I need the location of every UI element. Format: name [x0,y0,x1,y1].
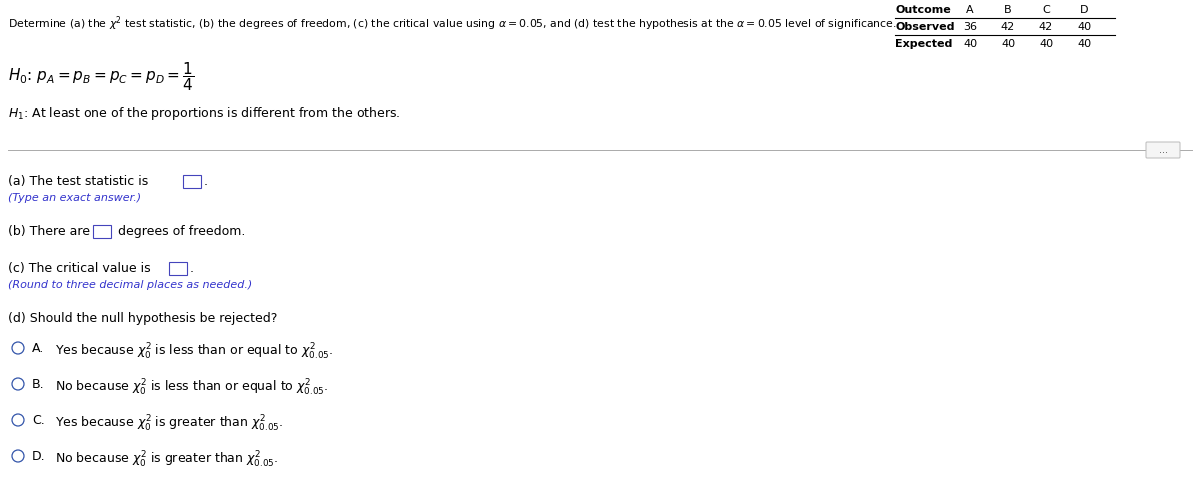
Text: Expected: Expected [895,39,953,49]
FancyBboxPatch shape [182,175,202,187]
Text: Observed: Observed [895,22,954,32]
Text: Yes because $\chi^2_0$ is greater than $\chi^2_{0.05}$.: Yes because $\chi^2_0$ is greater than $… [55,414,283,434]
Text: Determine (a) the $\chi^2$ test statistic, (b) the degrees of freedom, (c) the c: Determine (a) the $\chi^2$ test statisti… [8,14,896,33]
Text: (Type an exact answer.): (Type an exact answer.) [8,193,142,203]
Text: A: A [966,5,974,15]
FancyBboxPatch shape [1146,142,1180,158]
Text: D: D [1080,5,1088,15]
Text: .: . [204,175,208,188]
Text: C: C [1042,5,1050,15]
Text: ...: ... [1158,145,1168,155]
Text: No because $\chi^2_0$ is less than or equal to $\chi^2_{0.05}$.: No because $\chi^2_0$ is less than or eq… [55,378,329,398]
Text: 40: 40 [1001,39,1015,49]
Text: 40: 40 [1076,39,1091,49]
Text: 36: 36 [964,22,977,32]
Text: A.: A. [32,342,44,355]
Text: (Round to three decimal places as needed.): (Round to three decimal places as needed… [8,280,252,290]
Text: B: B [1004,5,1012,15]
Text: (b) There are: (b) There are [8,225,90,238]
Text: 40: 40 [962,39,977,49]
Text: (a) The test statistic is: (a) The test statistic is [8,175,149,188]
Text: No because $\chi^2_0$ is greater than $\chi^2_{0.05}$.: No because $\chi^2_0$ is greater than $\… [55,450,278,470]
Text: C.: C. [32,414,44,427]
Text: $H_0$: $p_A = p_B = p_C = p_D = \dfrac{1}{4}$: $H_0$: $p_A = p_B = p_C = p_D = \dfrac{1… [8,60,194,93]
Text: (c) The critical value is: (c) The critical value is [8,262,151,275]
Text: $H_1$: At least one of the proportions is different from the others.: $H_1$: At least one of the proportions i… [8,105,401,122]
Text: .: . [190,262,194,275]
Text: 40: 40 [1076,22,1091,32]
Text: 40: 40 [1039,39,1054,49]
Text: 42: 42 [1001,22,1015,32]
Text: Outcome: Outcome [895,5,950,15]
Text: B.: B. [32,378,44,391]
Text: degrees of freedom.: degrees of freedom. [114,225,245,238]
FancyBboxPatch shape [94,224,112,238]
Text: 42: 42 [1039,22,1054,32]
Text: Yes because $\chi^2_0$ is less than or equal to $\chi^2_{0.05}$.: Yes because $\chi^2_0$ is less than or e… [55,342,334,362]
Text: (d) Should the null hypothesis be rejected?: (d) Should the null hypothesis be reject… [8,312,277,325]
FancyBboxPatch shape [169,261,187,275]
Text: D.: D. [32,450,46,463]
